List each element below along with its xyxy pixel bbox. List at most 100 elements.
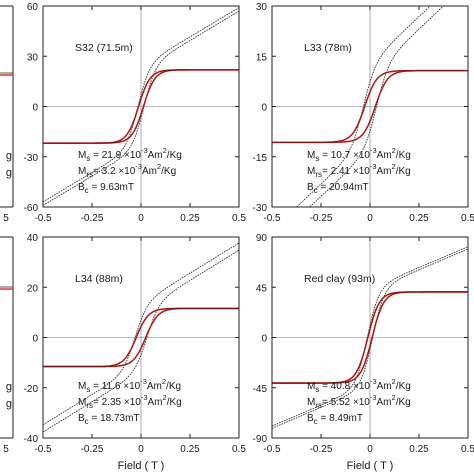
y-tick-label: -30 [24, 153, 39, 164]
y-tick-label: -60 [24, 203, 39, 214]
param-symbol: M [78, 166, 86, 177]
panel-l33: 30 15 0 -15 -30-0.5 -0.25 0 0.25 0.5 L33 (78m) Ms … [253, 2, 474, 224]
y-tick-label: 20 [27, 283, 39, 294]
param-value: = 11.6 ×10 [90, 381, 140, 392]
param-unit-tail: /Kg [396, 397, 411, 408]
x-tick-label: 0.25 [409, 444, 429, 455]
param-exponent: -3 [135, 162, 142, 171]
param-unit-exponent: 2 [157, 162, 161, 171]
y-tick-label: 0 [261, 334, 267, 345]
param-exponent: -3 [140, 377, 147, 386]
x-tick-label: -0.5 [263, 213, 281, 224]
x-tick-label: 0.25 [180, 444, 200, 455]
param-unit: Am [148, 397, 163, 408]
x-tick-label: 0.25 [180, 213, 200, 224]
param-value: = 10.7 ×10 [319, 150, 370, 161]
param-unit-tail: /Kg [396, 166, 411, 177]
param-exponent: -3 [370, 377, 377, 386]
sample-label: L34 (88m) [75, 273, 123, 285]
hysteresis-descending-core [43, 69, 239, 144]
y-tick-label: -15 [253, 153, 268, 164]
partial-panel: gg 5 [0, 236, 14, 455]
param-unit-tail: /Kg [167, 150, 182, 161]
param-unit-tail: /Kg [167, 397, 182, 408]
partial-tick-label: 5 [3, 213, 9, 224]
partial-panel: gg 5 [0, 5, 14, 224]
x-tick-label: 0.25 [409, 213, 429, 224]
param-value: = 9.63mT [89, 182, 134, 193]
param-line: Bc = 8.49mT [307, 413, 363, 426]
param-symbol: M [78, 381, 86, 392]
param-subscript: c [314, 186, 318, 195]
param-exponent: -3 [370, 162, 377, 171]
partial-text: g [6, 150, 12, 162]
param-line: Ms = 10.7 ×10-3Am2/Kg [307, 146, 411, 163]
x-axis-title: Field ( T ) [347, 460, 394, 472]
panel-l34: 40 20 0 -20 -40-0.5 -0.25 0 0.25 0.5 Field ( T ) L… [24, 233, 247, 472]
param-unit-tail: /Kg [396, 381, 411, 392]
param-unit: Am [148, 150, 163, 161]
param-symbol: M [307, 397, 315, 408]
param-subscript: rs [86, 401, 93, 410]
raw-loop-descending [272, 246, 468, 427]
x-tick-label: 0.5 [232, 444, 246, 455]
y-tick-label: 60 [27, 2, 39, 13]
param-value: = 21.9 ×10 [90, 150, 141, 161]
param-line: Ms = 21.9 ×10-3Am2/Kg [78, 146, 182, 163]
param-line: Mrs= 2.35 ×10-3Am2/Kg [78, 393, 182, 410]
x-tick-label: -0.5 [34, 444, 52, 455]
param-value: = 18.73mT [89, 413, 140, 424]
x-tick-label: -0.25 [81, 213, 104, 224]
panel-s32: 60 30 0 -30 -60-0.5 -0.25 0 0.25 0.5 S32 (71.5m) M… [24, 2, 247, 224]
panel-redclay: 90 45 0 -45 -90-0.5 -0.25 0 0.25 0.5 Field ( T ) R… [253, 233, 474, 472]
partial-text: g [6, 398, 12, 410]
y-tick-label: -90 [253, 434, 268, 445]
param-value: = 2.35 ×10 [93, 397, 141, 408]
x-tick-label: 0 [367, 213, 373, 224]
y-tick-label: 90 [256, 233, 268, 244]
param-line: Mrs= 3.2 ×10-3Am2/Kg [78, 162, 176, 179]
param-unit-exponent: 2 [392, 162, 396, 171]
param-exponent: -3 [141, 146, 148, 155]
param-subscript: s [86, 385, 90, 394]
param-subscript: rs [315, 401, 322, 410]
param-unit: Am [377, 397, 392, 408]
param-unit: Am [377, 150, 392, 161]
param-line: Bc = 9.63mT [78, 182, 134, 195]
x-tick-label: 0.5 [232, 213, 246, 224]
param-subscript: c [85, 186, 89, 195]
x-tick-label: 0 [367, 444, 373, 455]
param-value: = 3.2 ×10 [93, 166, 136, 177]
x-tick-label: 0 [138, 444, 144, 455]
param-subscript: rs [86, 170, 93, 179]
x-tick-label: 0.5 [461, 444, 474, 455]
param-symbol: M [307, 166, 315, 177]
sample-label: L33 (78m) [304, 42, 352, 54]
param-unit-tail: /Kg [166, 381, 181, 392]
param-line: Bc = 20.94mT [307, 182, 369, 195]
param-exponent: -3 [370, 146, 377, 155]
param-symbol: B [307, 413, 314, 424]
hysteresis-descending-core [272, 291, 468, 384]
param-exponent: -3 [141, 393, 148, 402]
param-subscript: rs [315, 170, 322, 179]
param-unit: Am [377, 381, 392, 392]
y-tick-label: -45 [253, 384, 268, 395]
param-unit: Am [147, 381, 162, 392]
param-unit-tail: /Kg [396, 150, 411, 161]
param-subscript: s [86, 154, 90, 163]
x-axis-title: Field ( T ) [118, 460, 165, 472]
x-tick-label: -0.25 [310, 444, 333, 455]
param-unit: Am [377, 166, 392, 177]
param-line: Ms = 40.8 ×10-3Am2/Kg [307, 377, 411, 394]
param-symbol: M [78, 150, 86, 161]
raw-loop-descending [295, 6, 431, 207]
x-tick-label: -0.25 [81, 444, 104, 455]
y-tick-label: -20 [24, 384, 39, 395]
x-tick-label: 0.5 [461, 213, 474, 224]
param-value: = 40.8 ×10 [319, 381, 370, 392]
param-unit: Am [142, 166, 157, 177]
param-value: = 8.49mT [318, 413, 363, 424]
x-tick-label: -0.25 [310, 213, 333, 224]
param-value: = 5.52 ×10 [322, 397, 370, 408]
